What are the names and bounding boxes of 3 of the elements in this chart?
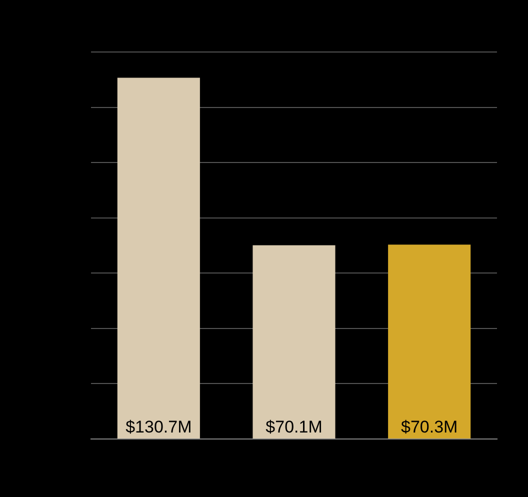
data-label: $70.1M	[266, 418, 322, 437]
data-label: $70.3M	[400, 418, 458, 437]
data-label: $130.7M	[126, 418, 192, 437]
